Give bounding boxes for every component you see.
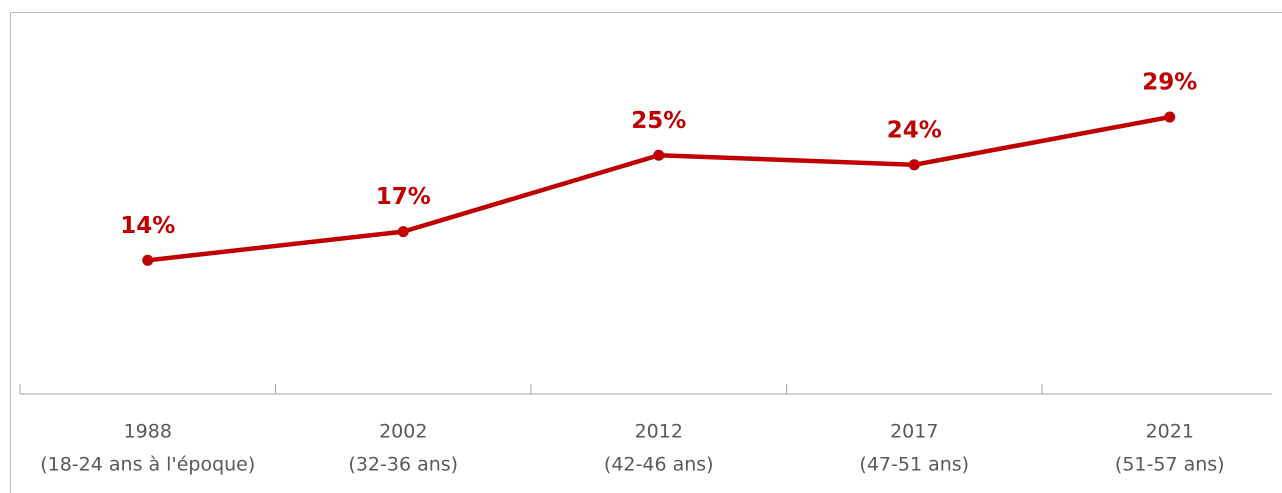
line [147,114,1171,263]
chart-frame [10,12,1282,493]
point [142,254,154,266]
x-tick-label: (18-24 ans à l'époque) [40,454,255,476]
x-tick-label: 2012 [635,421,683,443]
point [1164,111,1176,123]
data-label: 17% [376,184,431,210]
data-label: 25% [631,108,686,134]
data-label: 29% [1142,70,1197,96]
x-tick-label: 2017 [890,421,938,443]
x-tick-label: 1988 [124,421,172,443]
x-tick-label: (51-57 ans) [1115,454,1225,476]
x-tick-label: (32-36 ans) [348,454,458,476]
x-tick-label: 2021 [1146,421,1194,443]
point [908,159,920,171]
data-label: 24% [887,117,942,143]
point [397,226,409,238]
x-tick-label: 2002 [379,421,427,443]
x-tick-label: (47-51 ans) [859,454,969,476]
data-label: 14% [120,213,175,239]
point [653,149,665,161]
x-tick-label: (42-46 ans) [604,454,714,476]
